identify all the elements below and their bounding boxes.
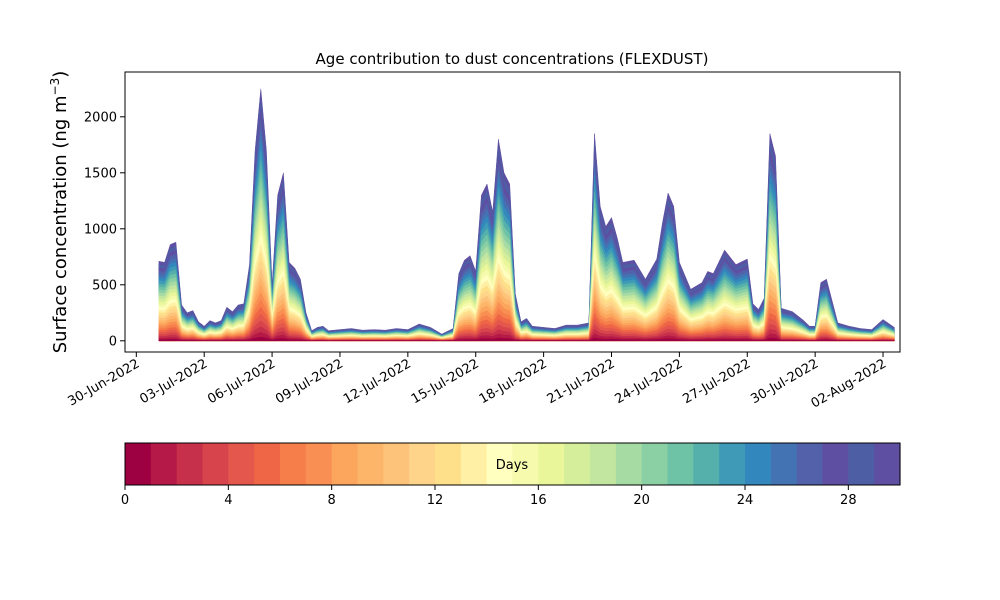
y-axis-label-superscript: −3 (48, 78, 62, 96)
colorbar-segment (409, 443, 436, 485)
age-class-area-5 (158, 306, 895, 342)
x-tick-label: 02-Aug-2022 (809, 356, 889, 411)
colorbar-segment (176, 443, 204, 485)
age-class-area-10 (158, 268, 895, 342)
plot-frame (124, 71, 901, 353)
colorbar-tick-label: 0 (121, 493, 129, 508)
x-tick-label: 24-Jul-2022 (613, 356, 686, 407)
age-class-area-4 (158, 313, 895, 342)
colorbar-segment (331, 443, 359, 485)
colorbar-segment (305, 443, 333, 485)
colorbar-tick-label: 28 (840, 493, 857, 508)
age-class-area-6 (158, 299, 895, 342)
colorbar-segment (822, 443, 849, 485)
age-class-area-1 (158, 332, 895, 342)
colorbar-segment (228, 443, 255, 485)
colorbar-segment (383, 443, 410, 485)
colorbar-segment (641, 443, 669, 485)
x-tick-label: 12-Jul-2022 (341, 356, 414, 407)
colorbar-segment (538, 443, 565, 485)
colorbar-segment (745, 443, 772, 485)
age-class-area-9 (158, 276, 895, 342)
y-tick-label: 0 (109, 334, 117, 349)
x-tick-label: 15-Jul-2022 (409, 356, 482, 407)
x-tick-label: 09-Jul-2022 (273, 356, 346, 407)
colorbar-segment (512, 443, 539, 485)
y-tick-label: 2000 (84, 110, 117, 125)
age-class-area-2 (158, 326, 895, 342)
y-axis-label-main: Surface concentration (ng m (50, 95, 71, 353)
age-class-area-7 (158, 291, 895, 342)
x-tick-label: 03-Jul-2022 (137, 356, 210, 407)
colorbar-tick-label: 24 (737, 493, 754, 508)
y-tick-label: 1500 (84, 166, 117, 181)
y-axis: 0 500 1000 1500 2000 (84, 110, 125, 349)
colorbar-segment (874, 443, 901, 485)
colorbar-segment (435, 443, 462, 485)
colorbar-segment (693, 443, 720, 485)
colorbar-segment (202, 443, 229, 485)
age-class-area-3 (158, 320, 895, 342)
colorbar: 0 4 8 12 16 20 24 28 (121, 442, 901, 508)
colorbar-segment (796, 443, 824, 485)
colorbar-segment (770, 443, 798, 485)
age-class-area-8 (158, 284, 895, 342)
age-class-area-0 (158, 336, 895, 342)
colorbar-segment (564, 443, 591, 485)
y-tick-label: 1000 (84, 222, 117, 237)
x-tick-label: 27-Jul-2022 (680, 356, 753, 407)
colorbar-tick-label: 4 (224, 493, 232, 508)
colorbar-segment (486, 443, 514, 485)
colorbar-segment (615, 443, 643, 485)
colorbar-segment (590, 443, 617, 485)
age-class-area-12 (158, 251, 895, 342)
colorbar-segment (667, 443, 694, 485)
y-axis-label: Surface concentration (ng m−3) (48, 71, 71, 354)
colorbar-frame (124, 442, 901, 486)
colorbar-tick-label: 16 (530, 493, 547, 508)
colorbar-segment (460, 443, 488, 485)
x-tick-label: 18-Jul-2022 (477, 356, 550, 407)
colorbar-label: Days (496, 458, 529, 473)
x-axis: 30-Jun-202203-Jul-202206-Jul-202209-Jul-… (65, 352, 889, 412)
colorbar-segment (125, 443, 152, 485)
age-class-area-11 (158, 259, 895, 342)
colorbar-segment (254, 443, 281, 485)
colorbar-segment (280, 443, 307, 485)
x-tick-label: 21-Jul-2022 (545, 356, 618, 407)
x-tick-label: 06-Jul-2022 (205, 356, 278, 407)
colorbar-tick-label: 12 (427, 493, 444, 508)
colorbar-segment (150, 443, 178, 485)
y-tick-label: 500 (92, 278, 117, 293)
plot-area (158, 88, 895, 342)
colorbar-tick-label: 20 (633, 493, 650, 508)
x-tick-label: 30-Jun-2022 (65, 356, 142, 409)
colorbar-segment (848, 443, 875, 485)
colorbar-segment (719, 443, 746, 485)
y-axis-label-close: ) (50, 71, 71, 78)
colorbar-tick-label: 8 (328, 493, 336, 508)
colorbar-segment (357, 443, 384, 485)
chart-title: Age contribution to dust concentrations … (316, 50, 709, 68)
